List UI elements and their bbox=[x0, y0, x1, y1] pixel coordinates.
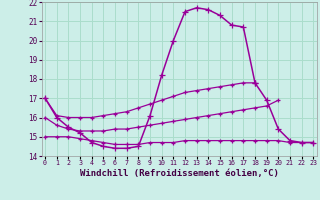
X-axis label: Windchill (Refroidissement éolien,°C): Windchill (Refroidissement éolien,°C) bbox=[80, 169, 279, 178]
